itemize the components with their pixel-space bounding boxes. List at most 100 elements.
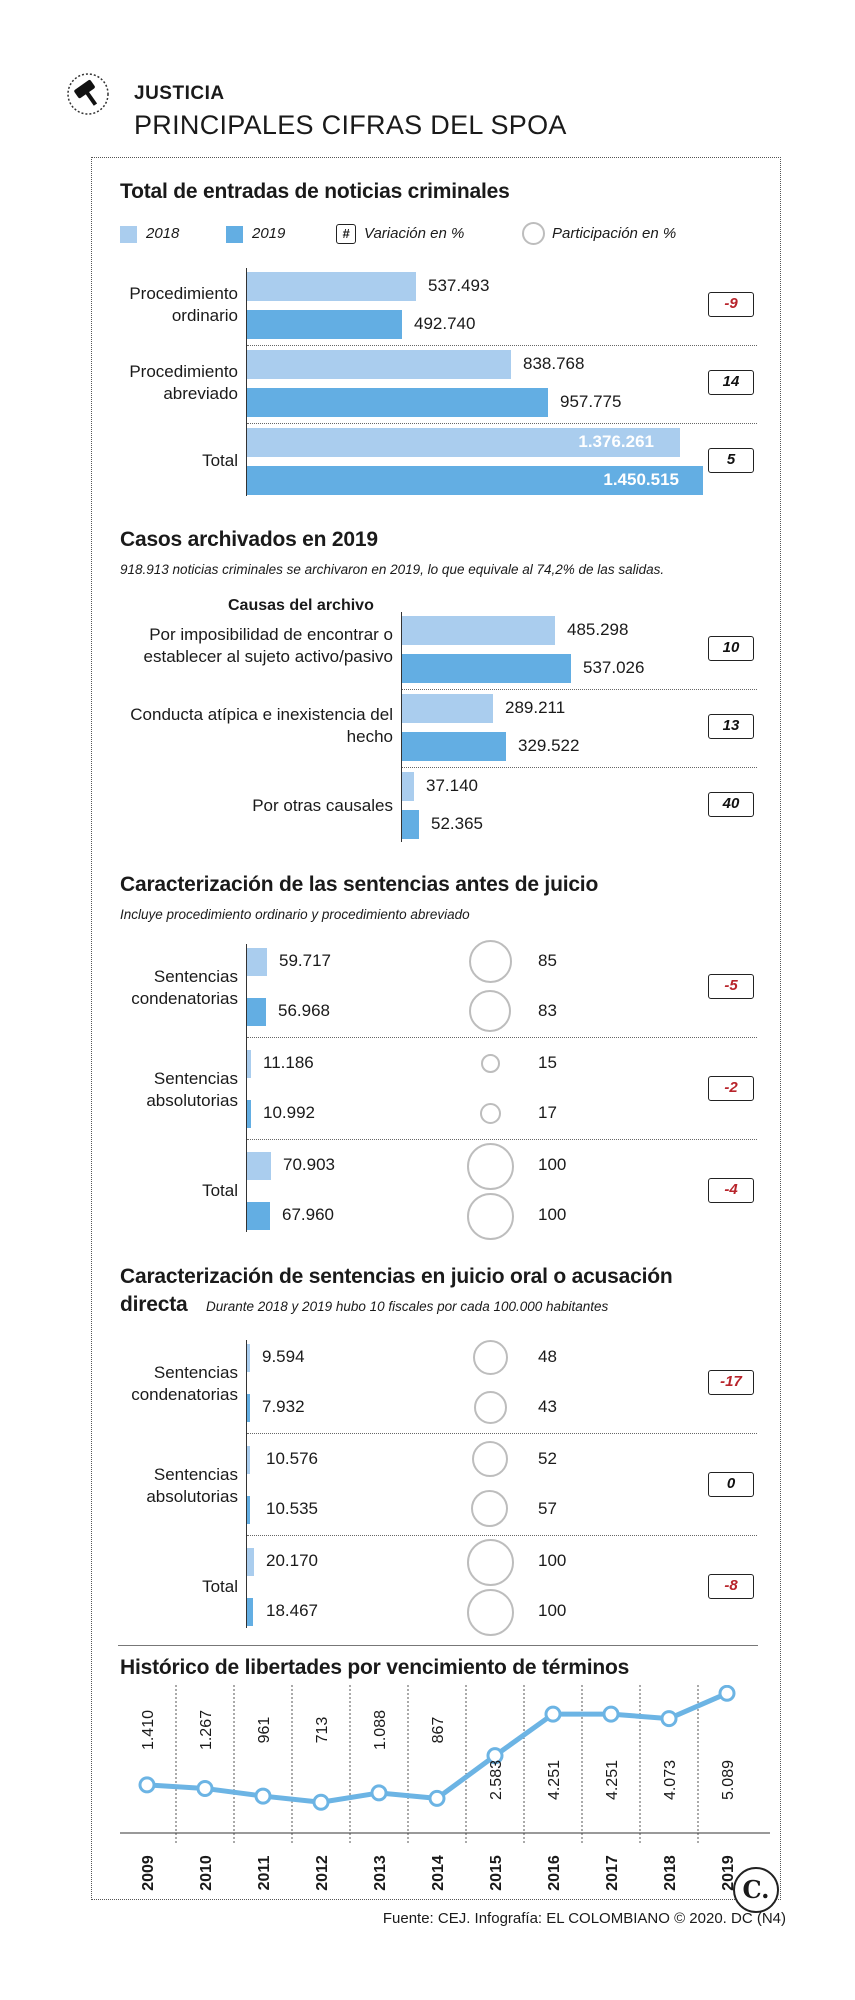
antes-juicio-participation-2018-3 bbox=[467, 1143, 514, 1190]
data-label: 867 bbox=[430, 1717, 447, 1744]
data-point bbox=[196, 1779, 214, 1797]
data-label: 713 bbox=[314, 1717, 331, 1744]
participation-legend-icon bbox=[522, 222, 545, 245]
archivados-bar-2019-1 bbox=[402, 654, 571, 683]
archivados-axis bbox=[401, 612, 402, 842]
antes-juicio-participation-2019-3 bbox=[467, 1193, 514, 1240]
archivados-value-2019-3: 52.365 bbox=[431, 814, 483, 833]
section-divider bbox=[118, 1645, 758, 1646]
antes-juicio-value-2018-3: 70.903 bbox=[283, 1155, 335, 1174]
entradas-bar-2019-2 bbox=[247, 388, 548, 417]
x-tick-label: 2013 bbox=[372, 1855, 389, 1891]
data-label: 4.073 bbox=[662, 1760, 679, 1800]
juicio-oral-participation-2018-2 bbox=[472, 1441, 508, 1477]
entradas-value-2019-1: 492.740 bbox=[414, 314, 476, 333]
archivados-label-3: Por otras causales bbox=[252, 796, 393, 815]
antes-juicio-pct-2019-2: 17 bbox=[538, 1103, 557, 1122]
archivados-subtitle: 918.913 noticias criminales se archivaro… bbox=[120, 562, 665, 577]
antes-juicio-value-2019-2: 10.992 bbox=[263, 1103, 315, 1122]
antes-juicio-participation-2019-2 bbox=[480, 1103, 501, 1124]
entradas-value-2019-3: 1.450.515 bbox=[603, 470, 679, 489]
entradas-label-1: Procedimiento ordinario bbox=[129, 284, 238, 325]
archivados-variation-1: 10 bbox=[708, 636, 754, 661]
juicio-oral-participation-2018-3 bbox=[467, 1539, 514, 1586]
archivados-value-2019-1: 537.026 bbox=[583, 658, 645, 677]
juicio-oral-participation-2019-3 bbox=[467, 1589, 514, 1636]
entradas-divider-2 bbox=[247, 423, 757, 424]
juicio-oral-value-2018-1: 9.594 bbox=[262, 1347, 305, 1366]
x-tick-label: 2016 bbox=[546, 1855, 563, 1891]
juicio-oral-value-2019-2: 10.535 bbox=[266, 1499, 318, 1518]
legend-2018-label: 2018 bbox=[146, 225, 180, 242]
entradas-bar-2019-1 bbox=[247, 310, 402, 339]
juicio-oral-pct-2018-2: 52 bbox=[538, 1449, 557, 1468]
entradas-bar-2018-1 bbox=[247, 272, 416, 301]
juicio-oral-pct-2018-1: 48 bbox=[538, 1347, 557, 1366]
antes-juicio-pct-2018-3: 100 bbox=[538, 1155, 567, 1174]
antes-juicio-pct-2018-1: 85 bbox=[538, 951, 557, 970]
entradas-value-2018-2: 838.768 bbox=[523, 354, 585, 373]
archivados-bar-2018-1 bbox=[402, 616, 555, 645]
antes-juicio-participation-2018-2 bbox=[481, 1054, 500, 1073]
antes-juicio-pct-2019-1: 83 bbox=[538, 1001, 557, 1020]
antes-juicio-divider-1 bbox=[247, 1037, 757, 1038]
antes-juicio-bar-2019-2 bbox=[247, 1100, 251, 1128]
historico-line-chart: 1.410 2009 1.267 2010 961 2011 713 2012 1.088 201… bbox=[120, 1685, 770, 1891]
antes-juicio-participation-2018-1 bbox=[469, 940, 512, 983]
antes-juicio-variation-1: -5 bbox=[708, 974, 754, 999]
antes-juicio-bar-2018-2 bbox=[247, 1050, 251, 1078]
data-point bbox=[370, 1784, 388, 1802]
entradas-variation-2: 14 bbox=[708, 370, 754, 395]
x-tick-label: 2009 bbox=[140, 1855, 157, 1891]
data-point bbox=[312, 1793, 330, 1811]
data-label: 5.089 bbox=[720, 1760, 737, 1800]
antes-juicio-value-2018-2: 11.186 bbox=[263, 1053, 314, 1072]
antes-juicio-bar-2019-1 bbox=[247, 998, 266, 1026]
data-label: 4.251 bbox=[546, 1760, 563, 1800]
archivados-label-1: Por imposibilidad de encontrar o estable… bbox=[143, 625, 393, 666]
entradas-value-2018-3: 1.376.261 bbox=[578, 432, 654, 451]
page-title: PRINCIPALES CIFRAS DEL SPOA bbox=[134, 110, 567, 140]
x-tick-label: 2011 bbox=[256, 1856, 273, 1891]
juicio-oral-title-line2: directa bbox=[120, 1293, 188, 1316]
legend-variation-label: Variación en % bbox=[364, 225, 465, 242]
data-point bbox=[138, 1776, 156, 1794]
juicio-oral-divider-2 bbox=[247, 1535, 757, 1536]
antes-juicio-axis bbox=[246, 944, 247, 1232]
juicio-oral-label-2: Sentencias absolutorias bbox=[146, 1465, 238, 1506]
data-label: 1.267 bbox=[198, 1710, 215, 1750]
entradas-divider-1 bbox=[247, 345, 757, 346]
juicio-oral-value-2018-2: 10.576 bbox=[266, 1449, 318, 1468]
source-credit: Fuente: CEJ. Infografía: EL COLOMBIANO ©… bbox=[382, 1910, 786, 1927]
juicio-oral-pct-2019-2: 57 bbox=[538, 1499, 557, 1518]
data-label: 1.088 bbox=[372, 1710, 389, 1750]
archivados-variation-3: 40 bbox=[708, 792, 754, 817]
entradas-value-2018-1: 537.493 bbox=[428, 276, 490, 295]
juicio-oral-axis bbox=[246, 1340, 247, 1628]
juicio-oral-bar-2019-3 bbox=[247, 1598, 253, 1626]
archivados-divider-2 bbox=[402, 767, 757, 768]
archivados-value-2018-3: 37.140 bbox=[426, 776, 478, 795]
antes-juicio-label-2: Sentencias absolutorias bbox=[146, 1069, 238, 1110]
data-point bbox=[544, 1705, 562, 1723]
antes-juicio-subtitle: Incluye procedimiento ordinario y proced… bbox=[120, 907, 470, 922]
antes-juicio-value-2018-1: 59.717 bbox=[279, 951, 331, 970]
entradas-value-2019-2: 957.775 bbox=[560, 392, 622, 411]
entradas-label-3: Total bbox=[202, 451, 238, 470]
archivados-variation-2: 13 bbox=[708, 714, 754, 739]
antes-juicio-bar-2018-1 bbox=[247, 948, 267, 976]
antes-juicio-pct-2018-2: 15 bbox=[538, 1053, 557, 1072]
archivados-bar-2019-3 bbox=[402, 810, 419, 839]
el-colombiano-logo: C. bbox=[733, 1867, 779, 1913]
juicio-oral-participation-2019-2 bbox=[471, 1490, 508, 1527]
juicio-oral-pct-2019-1: 43 bbox=[538, 1397, 557, 1416]
x-tick-label: 2014 bbox=[430, 1855, 447, 1891]
antes-juicio-value-2019-1: 56.968 bbox=[278, 1001, 330, 1020]
legend-2019-swatch bbox=[226, 226, 243, 243]
infographic-frame bbox=[91, 157, 781, 1900]
juicio-oral-pct-2018-3: 100 bbox=[538, 1551, 567, 1570]
data-point bbox=[254, 1787, 272, 1805]
juicio-oral-bar-2019-2 bbox=[247, 1496, 250, 1524]
data-label: 961 bbox=[256, 1717, 273, 1744]
section-kicker: JUSTICIA bbox=[134, 83, 225, 104]
